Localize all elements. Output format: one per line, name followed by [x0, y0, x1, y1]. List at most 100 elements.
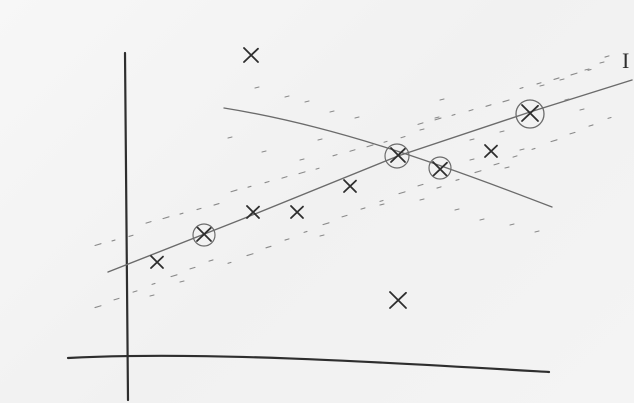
scatter-dash — [564, 98, 570, 101]
scatter-dash — [317, 138, 323, 141]
cross-stroke — [243, 47, 259, 63]
band-dash — [360, 207, 366, 210]
band-dash — [349, 149, 356, 152]
data-points — [150, 47, 539, 309]
band-dash — [298, 171, 306, 175]
scatter-dash — [261, 150, 267, 153]
band-dash — [436, 186, 442, 189]
band-dash — [145, 221, 152, 224]
scatter-dash — [504, 166, 510, 169]
cross-stroke — [390, 147, 406, 163]
falling-line — [223, 107, 553, 208]
band-dash — [531, 147, 536, 150]
band-dash — [113, 297, 120, 301]
band-dash — [151, 282, 156, 285]
scatter-dash — [179, 280, 185, 283]
rising-fit-line — [107, 79, 633, 273]
circled-point — [428, 156, 452, 180]
scatter-dash — [439, 98, 445, 101]
band-dash — [213, 202, 220, 206]
band-dash — [468, 109, 474, 112]
band-dash — [179, 212, 184, 215]
band-dash — [379, 199, 384, 202]
cross-mark — [246, 205, 260, 219]
band-dash — [264, 180, 270, 184]
cross-stroke — [432, 161, 448, 177]
scatter-dash — [379, 203, 385, 206]
band-dash — [230, 189, 238, 193]
band-dash — [332, 154, 338, 157]
band-dash — [247, 185, 252, 188]
circled-points — [192, 99, 545, 247]
band-dash — [493, 162, 500, 166]
scatter-dash — [599, 61, 605, 64]
band-dash — [434, 117, 442, 121]
band-dash — [587, 68, 592, 71]
cross-mark — [290, 205, 304, 219]
band-dash — [94, 305, 102, 309]
band-dash — [281, 176, 288, 179]
cross-stroke — [389, 291, 407, 309]
x-axis — [66, 354, 551, 374]
band-dash — [569, 131, 576, 135]
band-dash — [303, 230, 308, 233]
circled-point — [384, 143, 410, 169]
scatter-dash — [419, 198, 425, 201]
scatter-dash — [539, 84, 545, 87]
band-dash — [417, 183, 424, 187]
line-end-mark: I — [622, 48, 630, 73]
scatter-dash — [519, 148, 525, 151]
confidence-band-upper — [94, 55, 610, 247]
circled-point — [192, 223, 216, 247]
cross-stroke — [521, 104, 539, 122]
band-dash — [604, 55, 610, 58]
cross-mark — [196, 226, 212, 242]
cross-mark — [484, 144, 498, 158]
band-dash — [341, 214, 348, 218]
band-dash — [132, 290, 138, 293]
band-dash — [227, 261, 232, 264]
band-dash — [588, 124, 594, 127]
scatter-dash — [254, 86, 260, 89]
scatter-dash — [354, 116, 360, 119]
cross-stroke — [343, 179, 357, 193]
band-dash — [284, 238, 290, 241]
scatter-dash — [479, 218, 485, 221]
scatter-dash — [304, 100, 310, 103]
cross-mark — [150, 255, 164, 269]
cross-stroke — [290, 205, 304, 219]
cross-mark — [390, 147, 406, 163]
scatter-dash — [299, 158, 305, 161]
band-dash — [417, 122, 424, 125]
cross-mark — [389, 291, 407, 309]
band-dash — [315, 167, 320, 170]
cross-mark — [432, 161, 448, 177]
band-dash — [474, 170, 482, 174]
cross-mark — [243, 47, 259, 63]
band-dash — [512, 155, 518, 158]
band-dash — [170, 274, 178, 278]
band-dash — [162, 216, 170, 220]
band-dash — [485, 104, 492, 107]
band-dash — [246, 253, 254, 257]
band-dash — [322, 222, 330, 226]
scatter-dash — [469, 158, 475, 161]
scatter-dashes — [149, 61, 605, 297]
scatter-dash — [559, 78, 565, 81]
band-dash — [111, 239, 116, 242]
scatter-dash — [454, 208, 460, 211]
scatter-dash — [499, 130, 505, 133]
band-dash — [455, 178, 460, 181]
band-dash — [550, 139, 558, 143]
band-dash — [570, 72, 578, 76]
cross-stroke — [484, 144, 498, 158]
scatter-dash — [319, 234, 325, 237]
circled-point — [515, 99, 545, 129]
band-dash — [94, 243, 102, 247]
band-dash — [607, 116, 612, 119]
scatter-dash — [509, 223, 515, 226]
band-dash — [265, 245, 272, 249]
scatter-dash — [434, 116, 440, 119]
